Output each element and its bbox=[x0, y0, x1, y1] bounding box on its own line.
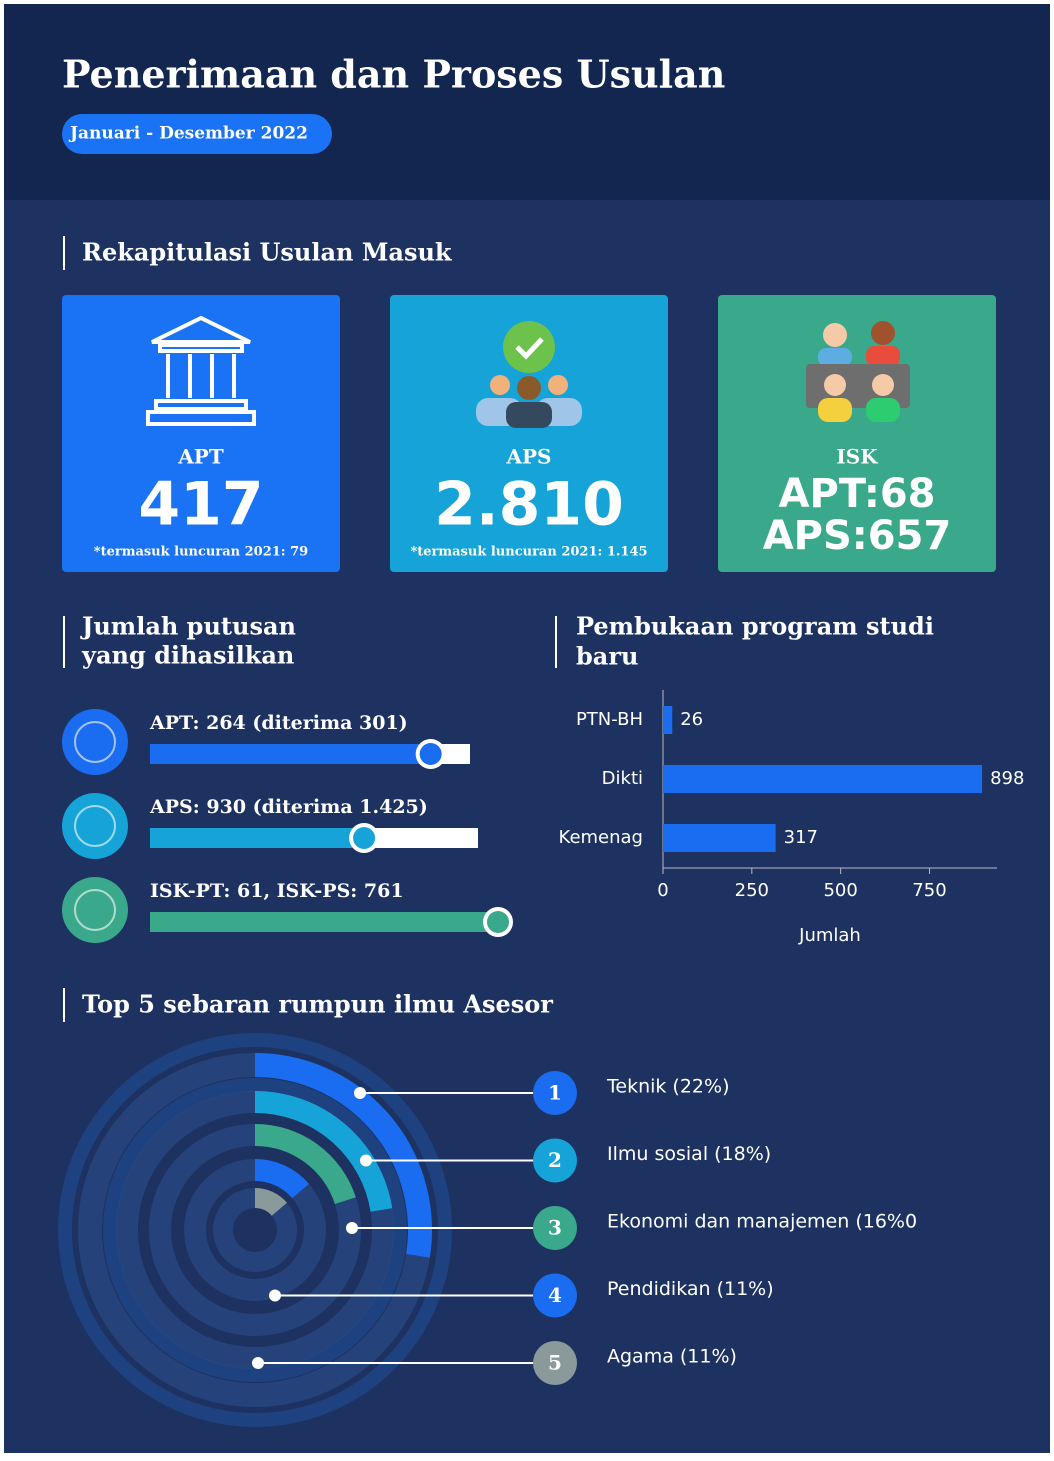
header-band bbox=[4, 4, 1050, 200]
progress-fill bbox=[150, 744, 431, 764]
category-label: Pendidikan (11%) bbox=[607, 1278, 774, 1300]
x-tick-label: 500 bbox=[823, 880, 857, 901]
progress-label: APT: 264 (diterima 301) bbox=[149, 712, 408, 734]
period: Januari - Desember 2022 bbox=[68, 124, 308, 144]
rank-number: 2 bbox=[548, 1148, 562, 1172]
progress-knob-inner bbox=[487, 911, 509, 933]
leader-dot bbox=[252, 1357, 264, 1369]
x-axis-title: Jumlah bbox=[798, 925, 861, 946]
chart-title: Pembukaan program studi bbox=[576, 612, 934, 641]
leader-dot bbox=[269, 1290, 281, 1302]
progress-fill bbox=[150, 912, 498, 932]
section-heading: yang dihasilkan bbox=[81, 641, 294, 670]
leader-dot bbox=[354, 1087, 366, 1099]
smiley-badge bbox=[62, 877, 128, 943]
smiley-badge bbox=[62, 709, 128, 775]
title: Penerimaan dan Proses Usulan bbox=[62, 52, 725, 97]
chart-title: baru bbox=[576, 642, 638, 671]
value-label: 317 bbox=[784, 827, 818, 848]
card-value: APS:657 bbox=[763, 513, 952, 559]
section-heading: Top 5 sebaran rumpun ilmu Asesor bbox=[82, 990, 553, 1019]
ring-arc bbox=[255, 1198, 279, 1209]
card-label: APT bbox=[177, 445, 224, 469]
leader-dot bbox=[346, 1222, 358, 1234]
progress-knob-inner bbox=[353, 827, 375, 849]
y-tick-label: Kemenag bbox=[559, 827, 643, 848]
category-label: Ilmu sosial (18%) bbox=[607, 1143, 771, 1165]
y-tick-label: Dikti bbox=[602, 768, 643, 789]
card-value: APT:68 bbox=[778, 471, 935, 517]
card-note: *termasuk luncuran 2021: 79 bbox=[94, 545, 308, 560]
progress-label: ISK-PT: 61, ISK-PS: 761 bbox=[150, 880, 404, 902]
card-note: *termasuk luncuran 2021: 1.145 bbox=[410, 545, 647, 560]
value-label: 26 bbox=[680, 709, 703, 730]
bar bbox=[663, 765, 982, 793]
value-label: 898 bbox=[990, 768, 1024, 789]
category-label: Teknik (22%) bbox=[606, 1076, 730, 1098]
card-value: 417 bbox=[138, 470, 263, 540]
category-label: Agama (11%) bbox=[607, 1346, 737, 1368]
rank-number: 4 bbox=[548, 1283, 562, 1307]
infographic: Penerimaan dan Proses Usulan Januari - D… bbox=[0, 0, 1054, 1457]
x-tick-label: 0 bbox=[657, 880, 668, 901]
rank-number: 5 bbox=[548, 1351, 562, 1375]
card-value: 2.810 bbox=[434, 470, 624, 540]
x-tick-label: 250 bbox=[735, 880, 769, 901]
y-tick-label: PTN-BH bbox=[576, 709, 643, 730]
bar bbox=[663, 824, 776, 852]
card-label: APS bbox=[506, 445, 552, 469]
progress-fill bbox=[150, 828, 364, 848]
x-tick-label: 750 bbox=[912, 880, 946, 901]
section-heading: Jumlah putusan bbox=[80, 612, 296, 641]
leader-dot bbox=[360, 1155, 372, 1167]
smiley-badge bbox=[62, 793, 128, 859]
section-heading: Rekapitulasi Usulan Masuk bbox=[82, 238, 453, 267]
progress-knob-inner bbox=[420, 743, 442, 765]
bar bbox=[663, 706, 672, 734]
rank-number: 3 bbox=[548, 1216, 562, 1240]
category-label: Ekonomi dan manajemen (16%0 bbox=[607, 1211, 917, 1233]
rank-number: 1 bbox=[548, 1081, 562, 1105]
card-label: ISK bbox=[836, 445, 878, 469]
progress-label: APS: 930 (diterima 1.425) bbox=[149, 796, 428, 818]
